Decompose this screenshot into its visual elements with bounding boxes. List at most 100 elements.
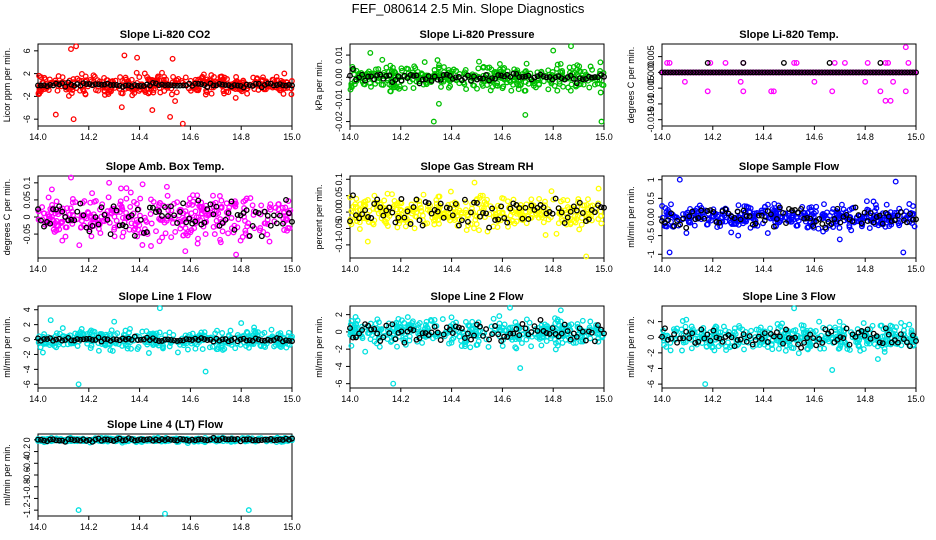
data-point: [95, 87, 102, 94]
black-point: [903, 339, 910, 346]
black-point: [47, 81, 54, 88]
outlier-point: [106, 179, 113, 186]
data-point: [372, 320, 379, 327]
black-point: [598, 326, 604, 333]
black-point: [890, 69, 897, 76]
data-point: [347, 321, 354, 328]
data-point: [504, 68, 511, 75]
x-tick-label: 14.4: [131, 522, 149, 532]
data-point: [488, 323, 495, 330]
black-point: [894, 212, 901, 219]
data-point: [394, 224, 401, 231]
data-point: [420, 191, 427, 198]
data-point: [232, 94, 239, 101]
black-point: [225, 436, 232, 443]
black-point: [283, 82, 289, 89]
data-point: [417, 204, 424, 211]
black-point: [446, 326, 453, 333]
y-tick-label: -0.5: [646, 228, 656, 244]
black-point: [801, 215, 808, 222]
data-point: [387, 88, 394, 95]
y-tick-label: 0: [646, 335, 656, 340]
x-tick-label: 14.4: [755, 394, 773, 404]
data-point: [431, 70, 438, 77]
black-point: [149, 437, 156, 444]
black-point: [761, 330, 768, 337]
data-point: [499, 343, 506, 349]
black-point: [579, 210, 586, 216]
black-point: [452, 200, 459, 207]
black-point: [116, 222, 123, 229]
black-point: [156, 338, 162, 344]
data-point: [147, 211, 154, 217]
black-point: [431, 73, 438, 80]
data-point: [120, 229, 127, 236]
black-point: [731, 343, 738, 350]
black-point: [279, 82, 286, 89]
black-point: [662, 325, 668, 332]
data-point: [528, 214, 535, 221]
black-point: [449, 212, 456, 219]
data-point: [815, 225, 822, 232]
black-point: [904, 69, 911, 76]
black-point: [398, 328, 405, 335]
y-tick-label: 0.5: [646, 192, 656, 205]
data-points: [659, 176, 919, 256]
data-point: [141, 86, 148, 93]
black-point: [353, 334, 359, 341]
black-point: [670, 69, 677, 76]
black-point: [701, 215, 708, 222]
black-point: [110, 82, 117, 88]
data-points: [347, 43, 607, 125]
black-point: [428, 329, 435, 336]
black-point: [468, 209, 474, 216]
data-point: [586, 84, 593, 91]
data-point: [885, 59, 892, 66]
black-point: [861, 209, 868, 216]
data-point: [379, 56, 386, 63]
black-point: [395, 329, 402, 336]
data-point: [667, 347, 674, 354]
black-point: [174, 82, 181, 89]
black-point: [77, 437, 84, 444]
black-point: [131, 437, 138, 444]
black-point: [68, 436, 75, 443]
black-point: [458, 217, 465, 224]
black-point: [858, 328, 865, 334]
data-point: [111, 226, 118, 233]
black-point: [41, 336, 47, 343]
data-point: [127, 189, 134, 196]
x-tick-label: 14.2: [392, 264, 410, 274]
black-point: [419, 330, 426, 337]
black-point: [747, 69, 754, 76]
plot-title: Slope Sample Flow: [739, 161, 840, 173]
data-point: [348, 318, 355, 324]
black-point: [159, 337, 165, 344]
black-point: [710, 208, 717, 215]
black-point: [92, 214, 99, 221]
data-point: [153, 228, 159, 235]
data-point: [877, 322, 884, 329]
black-point: [74, 436, 81, 443]
data-point: [829, 88, 836, 95]
black-point: [183, 336, 190, 343]
data-point: [463, 227, 470, 234]
data-point: [728, 221, 735, 227]
y-tick-label: 4: [22, 307, 32, 312]
data-point: [123, 185, 130, 192]
data-point: [218, 342, 225, 349]
black-point: [180, 200, 187, 207]
data-point: [531, 80, 538, 87]
plot-temp: Slope Li-820 Temp.degrees C per min.14.0…: [626, 29, 925, 142]
data-point: [837, 342, 844, 349]
data-point: [587, 63, 594, 70]
black-point: [537, 316, 544, 323]
data-point: [244, 90, 251, 97]
x-tick-label: 14.6: [806, 264, 824, 274]
data-point: [166, 343, 173, 350]
black-point: [389, 209, 396, 216]
data-point: [465, 213, 471, 219]
data-point: [201, 329, 208, 336]
data-point: [434, 57, 441, 64]
